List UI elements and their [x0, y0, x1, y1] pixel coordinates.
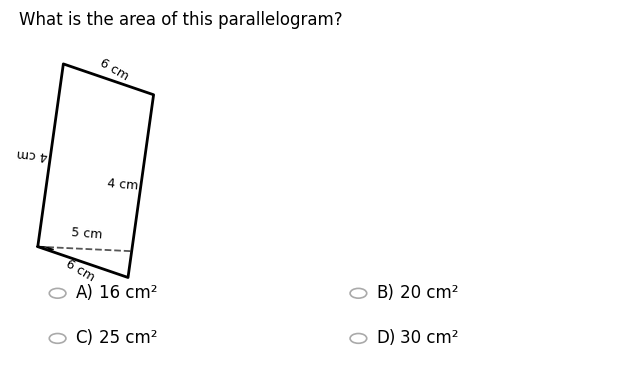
- Text: A): A): [76, 284, 93, 302]
- Text: 5 cm: 5 cm: [71, 226, 103, 242]
- Text: 6 cm: 6 cm: [63, 258, 97, 285]
- Text: 30 cm²: 30 cm²: [400, 329, 458, 347]
- Text: B): B): [376, 284, 394, 302]
- Text: D): D): [376, 329, 396, 347]
- Text: What is the area of this parallelogram?: What is the area of this parallelogram?: [19, 11, 343, 29]
- Text: 16 cm²: 16 cm²: [99, 284, 157, 302]
- Text: 25 cm²: 25 cm²: [99, 329, 157, 347]
- Text: C): C): [76, 329, 93, 347]
- Text: 4 cm: 4 cm: [107, 177, 139, 193]
- Text: 20 cm²: 20 cm²: [400, 284, 458, 302]
- Text: 6 cm: 6 cm: [98, 57, 131, 83]
- Text: 4 cm: 4 cm: [17, 147, 49, 162]
